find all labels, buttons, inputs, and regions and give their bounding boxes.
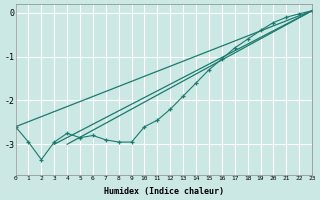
X-axis label: Humidex (Indice chaleur): Humidex (Indice chaleur) [104,187,224,196]
